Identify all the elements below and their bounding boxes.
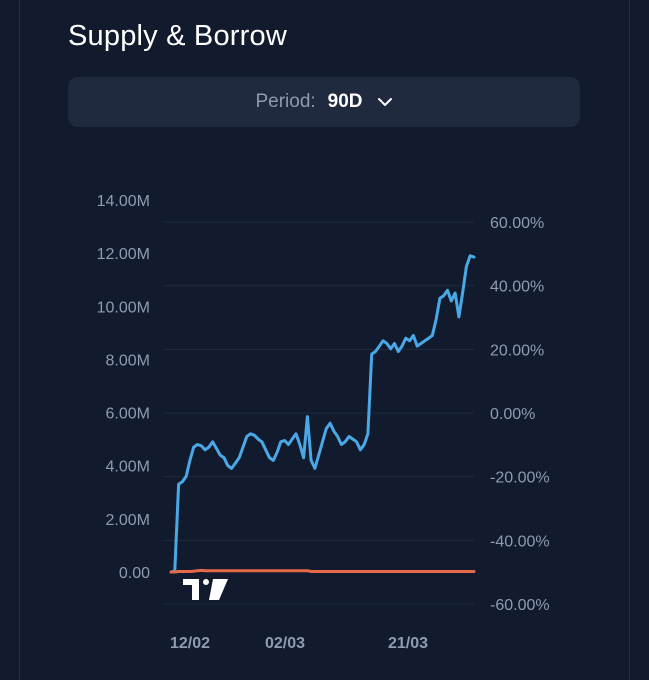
- supply-series-line: [169, 254, 476, 574]
- period-label: Period:: [255, 91, 316, 112]
- tradingview-logo-icon: [183, 579, 228, 600]
- panel-border-left: [19, 0, 20, 680]
- borrow-series-line: [169, 568, 476, 574]
- right-tick-label: -20.00%: [490, 470, 550, 487]
- left-tick-label: 2.00M: [106, 512, 150, 529]
- left-tick-label: 4.00M: [106, 459, 150, 476]
- right-tick-label: 60.00%: [490, 215, 544, 232]
- right-axis-ticks: 60.00% 40.00% 20.00% 0.00% -20.00% -40.00% -60…: [490, 215, 550, 614]
- x-tick-label: 02/03: [265, 635, 305, 652]
- series-layer: [169, 254, 476, 574]
- period-selector[interactable]: Period: 90D: [68, 77, 580, 127]
- left-tick-label: 8.00M: [106, 352, 150, 369]
- right-tick-label: -60.00%: [490, 597, 550, 614]
- period-value: 90D: [327, 91, 363, 112]
- left-tick-label: 12.00M: [97, 246, 150, 263]
- right-tick-label: 40.00%: [490, 279, 544, 296]
- x-axis-ticks: 12/02 02/03 21/03: [170, 635, 428, 652]
- x-tick-label: 21/03: [388, 635, 428, 652]
- left-axis-ticks: 14.00M 12.00M 10.00M 8.00M 6.00M 4.00M 2.00M 0.…: [97, 193, 150, 582]
- page-title: Supply & Borrow: [68, 20, 287, 52]
- grid-layer: [163, 221, 474, 605]
- left-tick-label: 14.00M: [97, 193, 150, 210]
- panel-border-right: [629, 0, 630, 680]
- x-tick-label: 12/02: [170, 635, 210, 652]
- chevron-down-icon: [377, 94, 393, 110]
- right-tick-label: 20.00%: [490, 342, 544, 359]
- left-tick-label: 0.00: [119, 565, 150, 582]
- right-tick-label: -40.00%: [490, 533, 550, 550]
- left-tick-label: 6.00M: [106, 406, 150, 423]
- right-tick-label: 0.00%: [490, 406, 535, 423]
- left-tick-label: 10.00M: [97, 299, 150, 316]
